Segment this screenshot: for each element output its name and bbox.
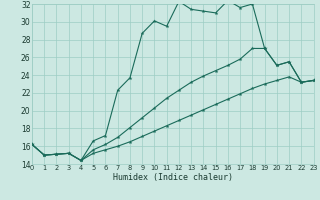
X-axis label: Humidex (Indice chaleur): Humidex (Indice chaleur) (113, 173, 233, 182)
